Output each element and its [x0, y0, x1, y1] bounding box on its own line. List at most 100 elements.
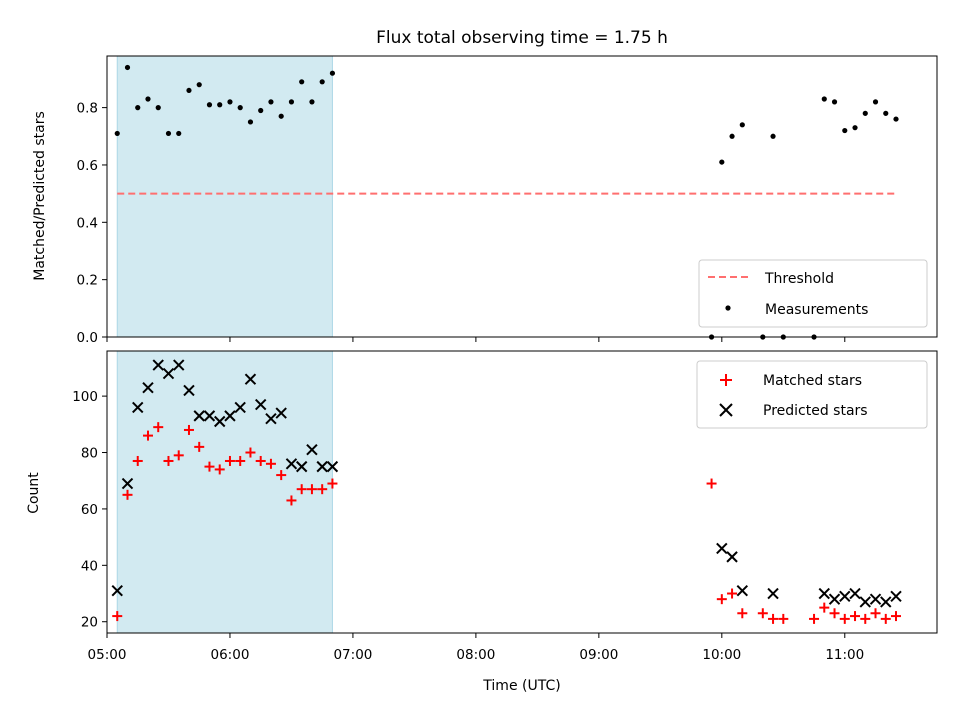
measurement-point	[206, 102, 213, 108]
measurement-point	[237, 105, 243, 111]
predicted-star-marker	[265, 412, 277, 425]
x-tick-label: 09:00	[579, 647, 618, 663]
matched-star-marker	[716, 594, 727, 605]
measurement-point	[258, 107, 264, 114]
measurement-point	[278, 113, 284, 119]
x-axis: 05:00 06:00 07:00 08:00 09:00 10:00 11:00	[88, 633, 864, 663]
measurement-point	[852, 125, 858, 131]
predicted-star-marker	[736, 584, 749, 597]
shaded-observing-span	[116, 350, 333, 634]
bottom-y-tick-label: 60	[81, 502, 98, 518]
predicted-star-marker	[767, 587, 779, 600]
measurement-point	[227, 99, 233, 105]
matched-star-marker	[757, 608, 768, 619]
predicted-star-marker	[244, 373, 257, 385]
measurement-point	[145, 96, 151, 102]
top-x-ticks	[106, 337, 846, 342]
matched-star-marker	[194, 441, 205, 452]
predicted-star-marker	[142, 381, 154, 394]
matched-star-marker	[163, 455, 174, 466]
matched-star-marker	[235, 455, 246, 466]
matched-star-marker	[296, 484, 307, 495]
matched-star-marker	[112, 611, 123, 622]
predicted-star-marker	[839, 590, 851, 603]
matched-star-marker	[224, 455, 235, 466]
top-y-axis-label: Matched/Predicted stars	[32, 111, 48, 281]
measurement-point	[319, 79, 325, 85]
predicted-star-marker	[316, 460, 328, 473]
bottom-panel: 20 40 60 80 100 05:00 06:00 07:00 08:00 09:00 10:…	[26, 350, 938, 694]
measurement-point	[114, 130, 120, 137]
measurement-point	[196, 82, 202, 88]
top-legend-box	[698, 259, 928, 328]
matched-star-marker	[727, 588, 738, 599]
measurement-point	[217, 102, 223, 108]
predicted-star-marker	[828, 593, 841, 605]
matched-star-marker	[819, 602, 830, 613]
bottom-series-layer	[111, 359, 902, 624]
measurement-point	[186, 87, 192, 94]
top-y-tick-label: 0.6	[77, 158, 98, 174]
matched-star-marker	[122, 489, 133, 500]
measurement-point	[831, 99, 838, 105]
predicted-star-marker	[214, 415, 226, 428]
top-axes-frame	[106, 55, 938, 338]
matched-star-marker	[706, 478, 717, 489]
x-tick-label: 10:00	[702, 647, 741, 663]
measurement-point	[862, 110, 868, 116]
predicted-legend-label: Predicted stars	[763, 403, 868, 419]
measurement-point	[821, 96, 827, 102]
top-panel: 0.00.20.40.60.8 Matched/Predicted stars …	[32, 55, 938, 346]
matched-star-marker	[737, 608, 748, 619]
predicted-legend-swatch	[719, 403, 733, 417]
matched-star-marker	[317, 484, 328, 495]
predicted-star-marker	[306, 443, 318, 456]
matched-star-marker	[306, 484, 317, 495]
matched-star-marker	[860, 613, 871, 624]
top-y-axis: 0.0 0.2 0.4 0.6 0.8	[77, 101, 107, 346]
matched-star-marker	[839, 613, 850, 624]
bottom-legend-box	[696, 360, 928, 429]
measurement-point	[872, 99, 879, 105]
predicted-star-marker	[234, 401, 246, 414]
predicted-star-marker	[254, 398, 267, 411]
top-legend: Threshold Measurements	[698, 259, 928, 328]
measurement-point	[288, 99, 295, 105]
matched-star-marker	[173, 450, 184, 461]
matched-star-marker	[778, 613, 789, 624]
predicted-star-marker	[859, 596, 871, 608]
top-series-layer	[114, 64, 899, 340]
top-y-tick-label: 0.2	[77, 273, 98, 289]
matched-star-marker	[276, 470, 287, 481]
predicted-star-marker	[173, 359, 185, 371]
bottom-axes-frame	[106, 350, 938, 634]
matched-star-marker	[142, 430, 153, 441]
matched-star-marker	[214, 464, 225, 475]
predicted-star-marker	[275, 407, 287, 419]
predicted-star-marker	[121, 477, 134, 490]
predicted-star-marker	[162, 367, 175, 380]
shaded-observing-span	[116, 55, 333, 338]
measurement-point	[309, 99, 315, 105]
matched-star-marker	[255, 455, 266, 466]
chart-title: Flux total observing time = 1.75 h	[376, 28, 668, 48]
matched-star-marker	[327, 478, 338, 489]
predicted-star-marker	[716, 542, 728, 555]
bottom-y-tick-label: 40	[81, 558, 98, 574]
bottom-y-axis: 20 40 60 80 100	[72, 389, 107, 631]
predicted-star-marker	[849, 587, 861, 600]
measurement-point	[329, 70, 336, 76]
predicted-star-marker	[203, 410, 216, 422]
measurements-legend-swatch	[725, 305, 731, 311]
matched-star-marker	[204, 461, 215, 472]
measurement-point	[268, 99, 274, 105]
matched-star-marker	[132, 455, 143, 466]
matched-star-marker	[265, 458, 276, 469]
matched-star-marker	[768, 613, 779, 624]
measurement-point	[247, 119, 254, 125]
matched-star-marker	[829, 608, 840, 619]
bottom-shaded-span	[116, 350, 333, 634]
top-y-tick-label: 0.4	[77, 215, 98, 231]
